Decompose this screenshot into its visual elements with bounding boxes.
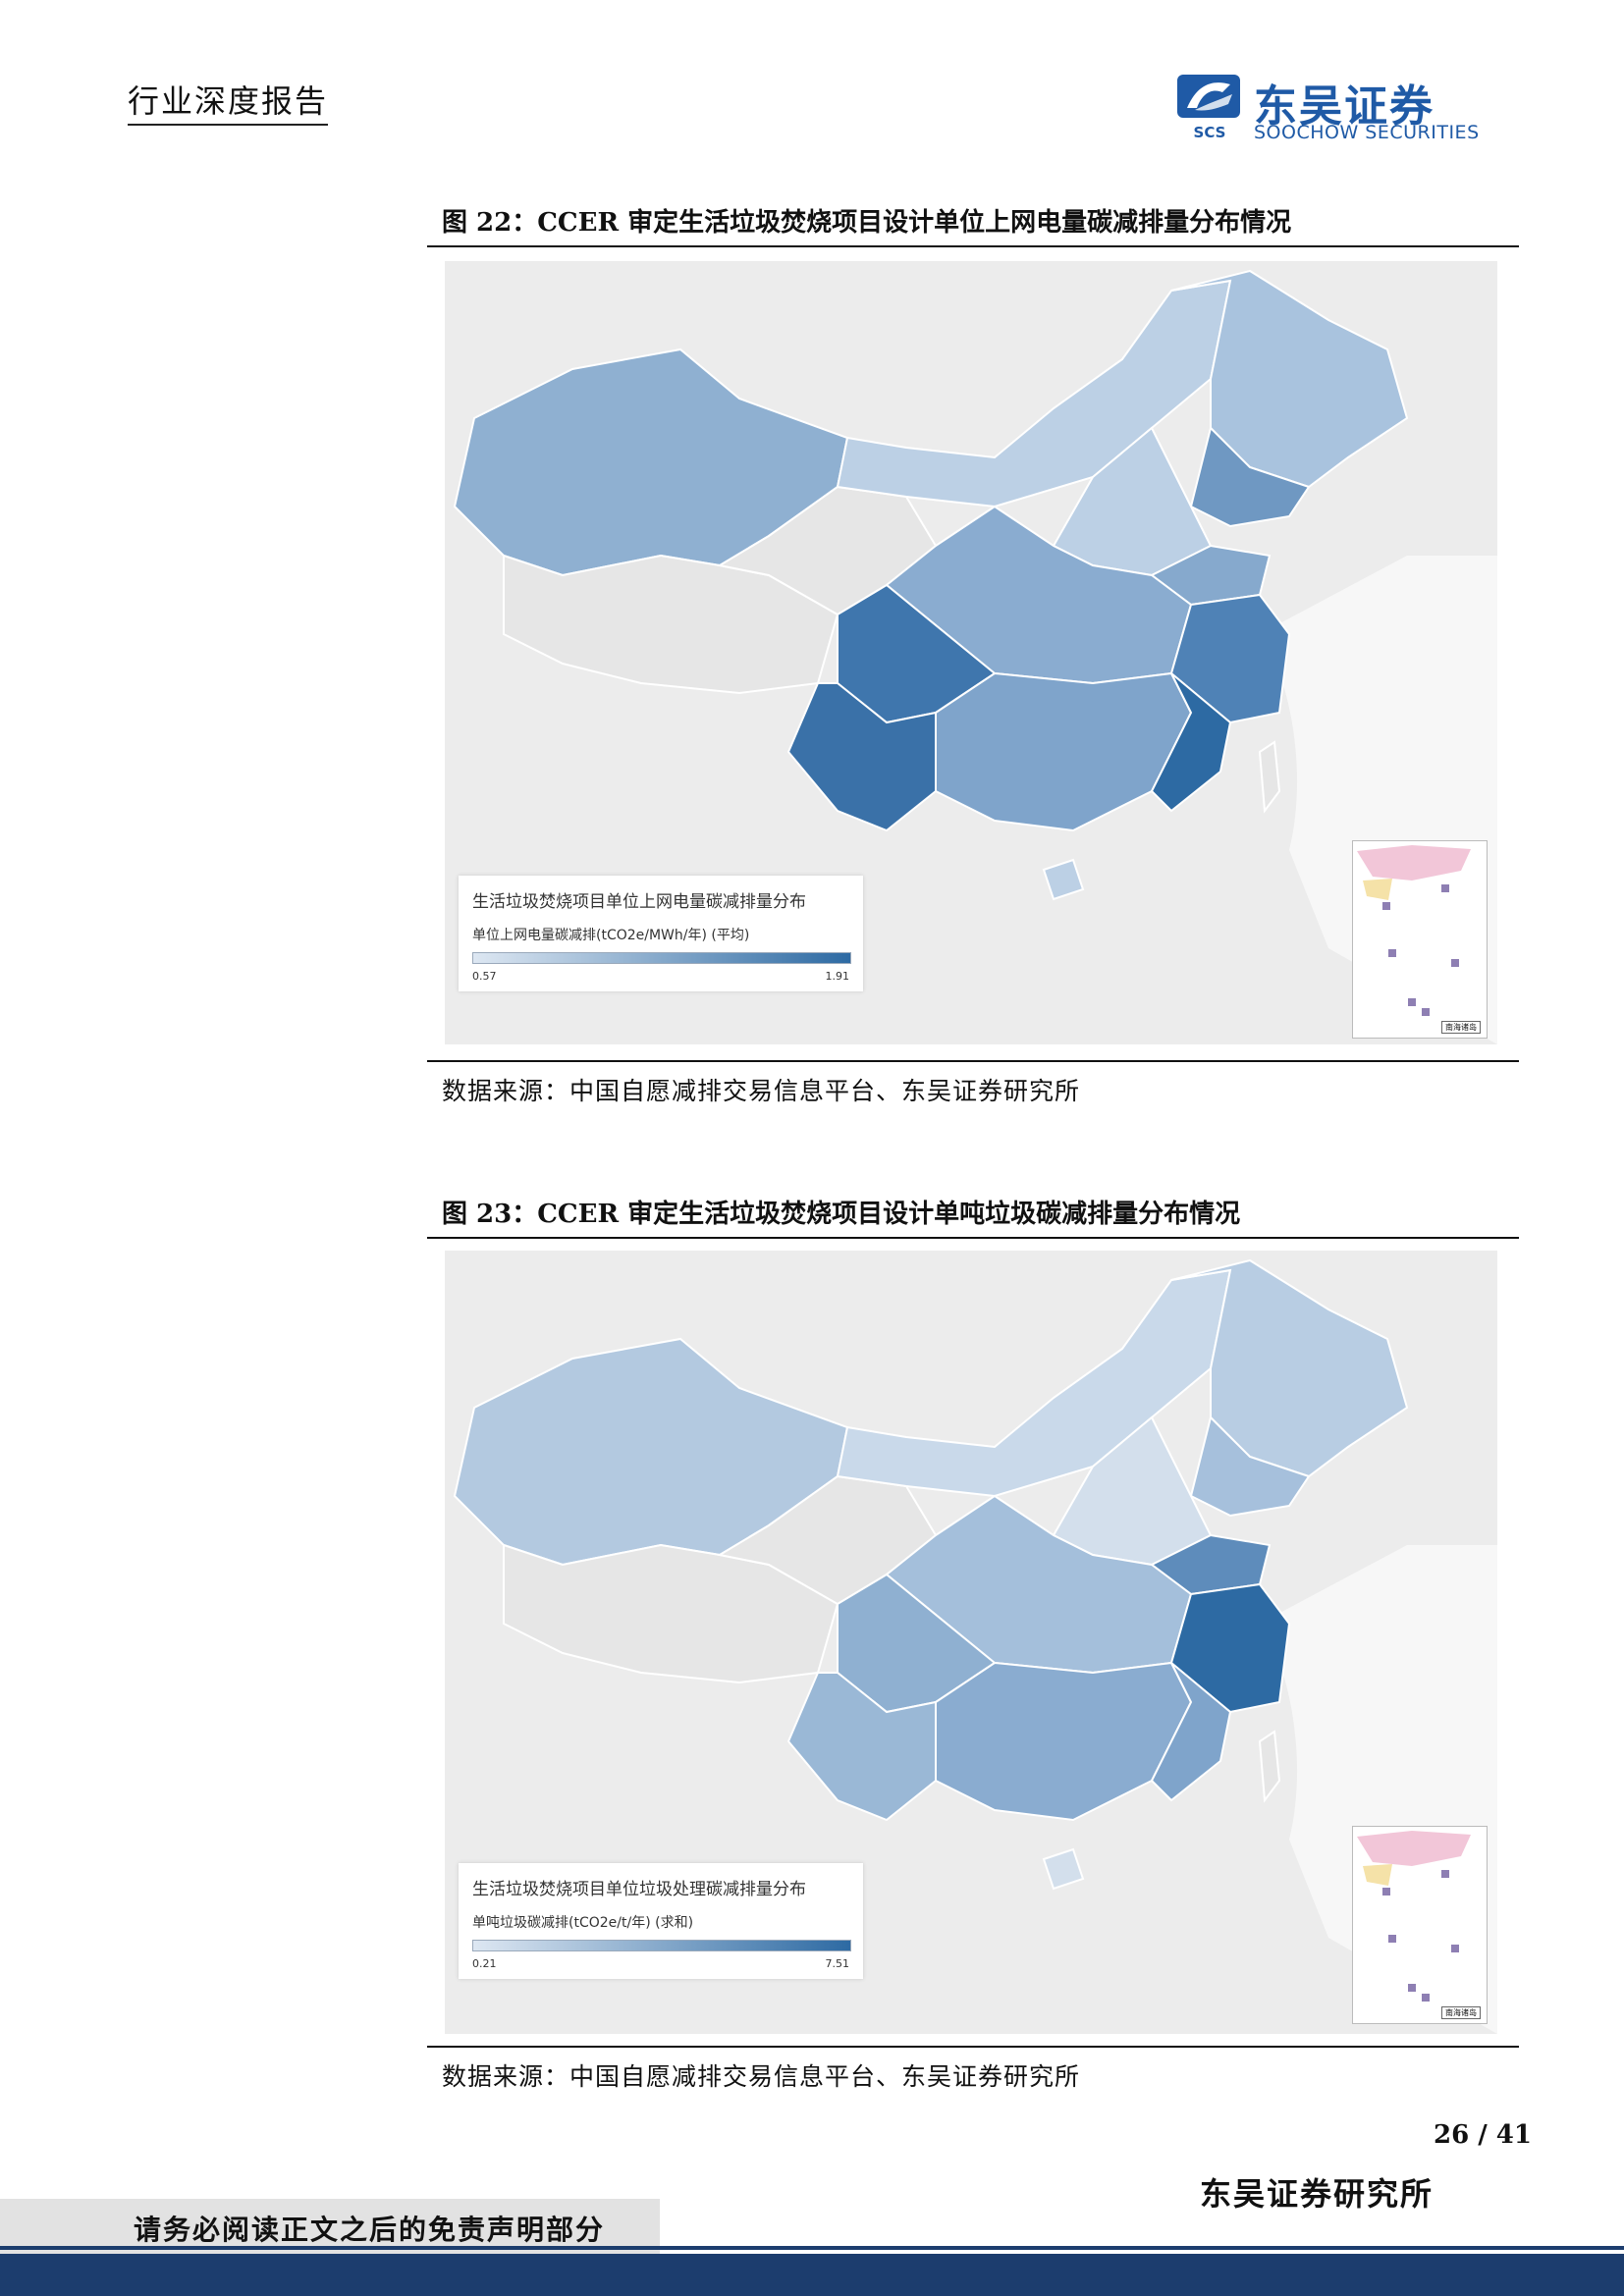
legend-subtitle: 单位上网电量碳减排(tCO2e/MWh/年) (平均) — [472, 928, 750, 943]
inset-map-svg — [1357, 845, 1471, 1016]
footer-org: 东吴证券研究所 — [1200, 2175, 1435, 2213]
region-hainan — [1042, 858, 1085, 901]
figure-23-legend: 生活垃圾焚烧项目单位垃圾处理碳减排量分布 单吨垃圾碳减排(tCO2e/t/年) … — [459, 1863, 863, 1979]
footer-band — [0, 2254, 1624, 2296]
figure-22-map: 生活垃圾焚烧项目单位上网电量碳减排量分布 单位上网电量碳减排(tCO2e/MWh… — [445, 261, 1497, 1044]
region-fujian — [1150, 672, 1232, 813]
page-number: 26 / 41 — [1434, 2120, 1532, 2150]
figure-23-map-svg — [445, 1251, 1497, 2034]
logo-english-name: SOOCHOW SECURITIES — [1254, 122, 1480, 143]
figure-22-source: 数据来源：中国自愿减排交易信息平台、东吴证券研究所 — [442, 1077, 1081, 1105]
logo-mark-text: SCS — [1194, 124, 1226, 141]
report-type-header: 行业深度报告 — [128, 77, 329, 126]
south-china-sea-inset: 南海诸岛 — [1352, 1826, 1488, 2024]
legend-title: 生活垃圾焚烧项目单位上网电量碳减排量分布 — [472, 892, 806, 912]
figure-22-bottom-rule — [427, 1060, 1519, 1062]
south-china-sea-inset: 南海诸岛 — [1352, 840, 1488, 1039]
legend-min: 0.21 — [472, 1957, 497, 1970]
region-hainan — [1042, 1847, 1085, 1891]
region-dongbei — [1170, 1258, 1409, 1478]
inset-map-svg — [1357, 1831, 1471, 2002]
region-xizang — [503, 554, 839, 695]
figure-23-source: 数据来源：中国自愿减排交易信息平台、东吴证券研究所 — [442, 2062, 1081, 2091]
region-taiwan — [1258, 1730, 1281, 1803]
legend-max: 7.51 — [825, 1957, 850, 1970]
legend-subtitle: 单吨垃圾碳减排(tCO2e/t/年) (求和) — [472, 1915, 694, 1931]
legend-color-bar — [472, 952, 851, 964]
footer-rule — [0, 2246, 1624, 2250]
inset-label: 南海诸岛 — [1441, 1021, 1481, 1034]
figure-23-map: 生活垃圾焚烧项目单位垃圾处理碳减排量分布 单吨垃圾碳减排(tCO2e/t/年) … — [445, 1251, 1497, 2034]
figure-22-top-rule — [427, 245, 1519, 247]
legend-min: 0.57 — [472, 970, 497, 983]
figure-23-bottom-rule — [427, 2046, 1519, 2048]
figure-22-legend: 生活垃圾焚烧项目单位上网电量碳减排量分布 单位上网电量碳减排(tCO2e/MWh… — [459, 876, 863, 991]
figure-22-title: 图 22：CCER 审定生活垃圾焚烧项目设计单位上网电量碳减排量分布情况 — [442, 208, 1292, 238]
logo-chinese-name: 东吴证券 — [1254, 81, 1435, 132]
disclaimer-text: 请务必阅读正文之后的免责声明部分 — [134, 2214, 606, 2246]
company-logo: SCS 东吴证券 SOOCHOW SECURITIES — [1173, 71, 1497, 149]
legend-title: 生活垃圾焚烧项目单位垃圾处理碳减排量分布 — [472, 1880, 806, 1899]
disclaimer-bar — [0, 2199, 660, 2254]
inset-label: 南海诸岛 — [1441, 2006, 1481, 2019]
legend-max: 1.91 — [825, 970, 850, 983]
figure-23-top-rule — [427, 1237, 1519, 1239]
legend-color-bar — [472, 1940, 851, 1951]
region-dongbei — [1170, 269, 1409, 489]
region-taiwan — [1258, 740, 1281, 814]
region-xizang — [503, 1543, 839, 1684]
figure-23-title: 图 23：CCER 审定生活垃圾焚烧项目设计单吨垃圾碳减排量分布情况 — [442, 1200, 1241, 1229]
region-fujian — [1150, 1662, 1232, 1802]
logo-mark-icon: SCS — [1177, 75, 1240, 141]
